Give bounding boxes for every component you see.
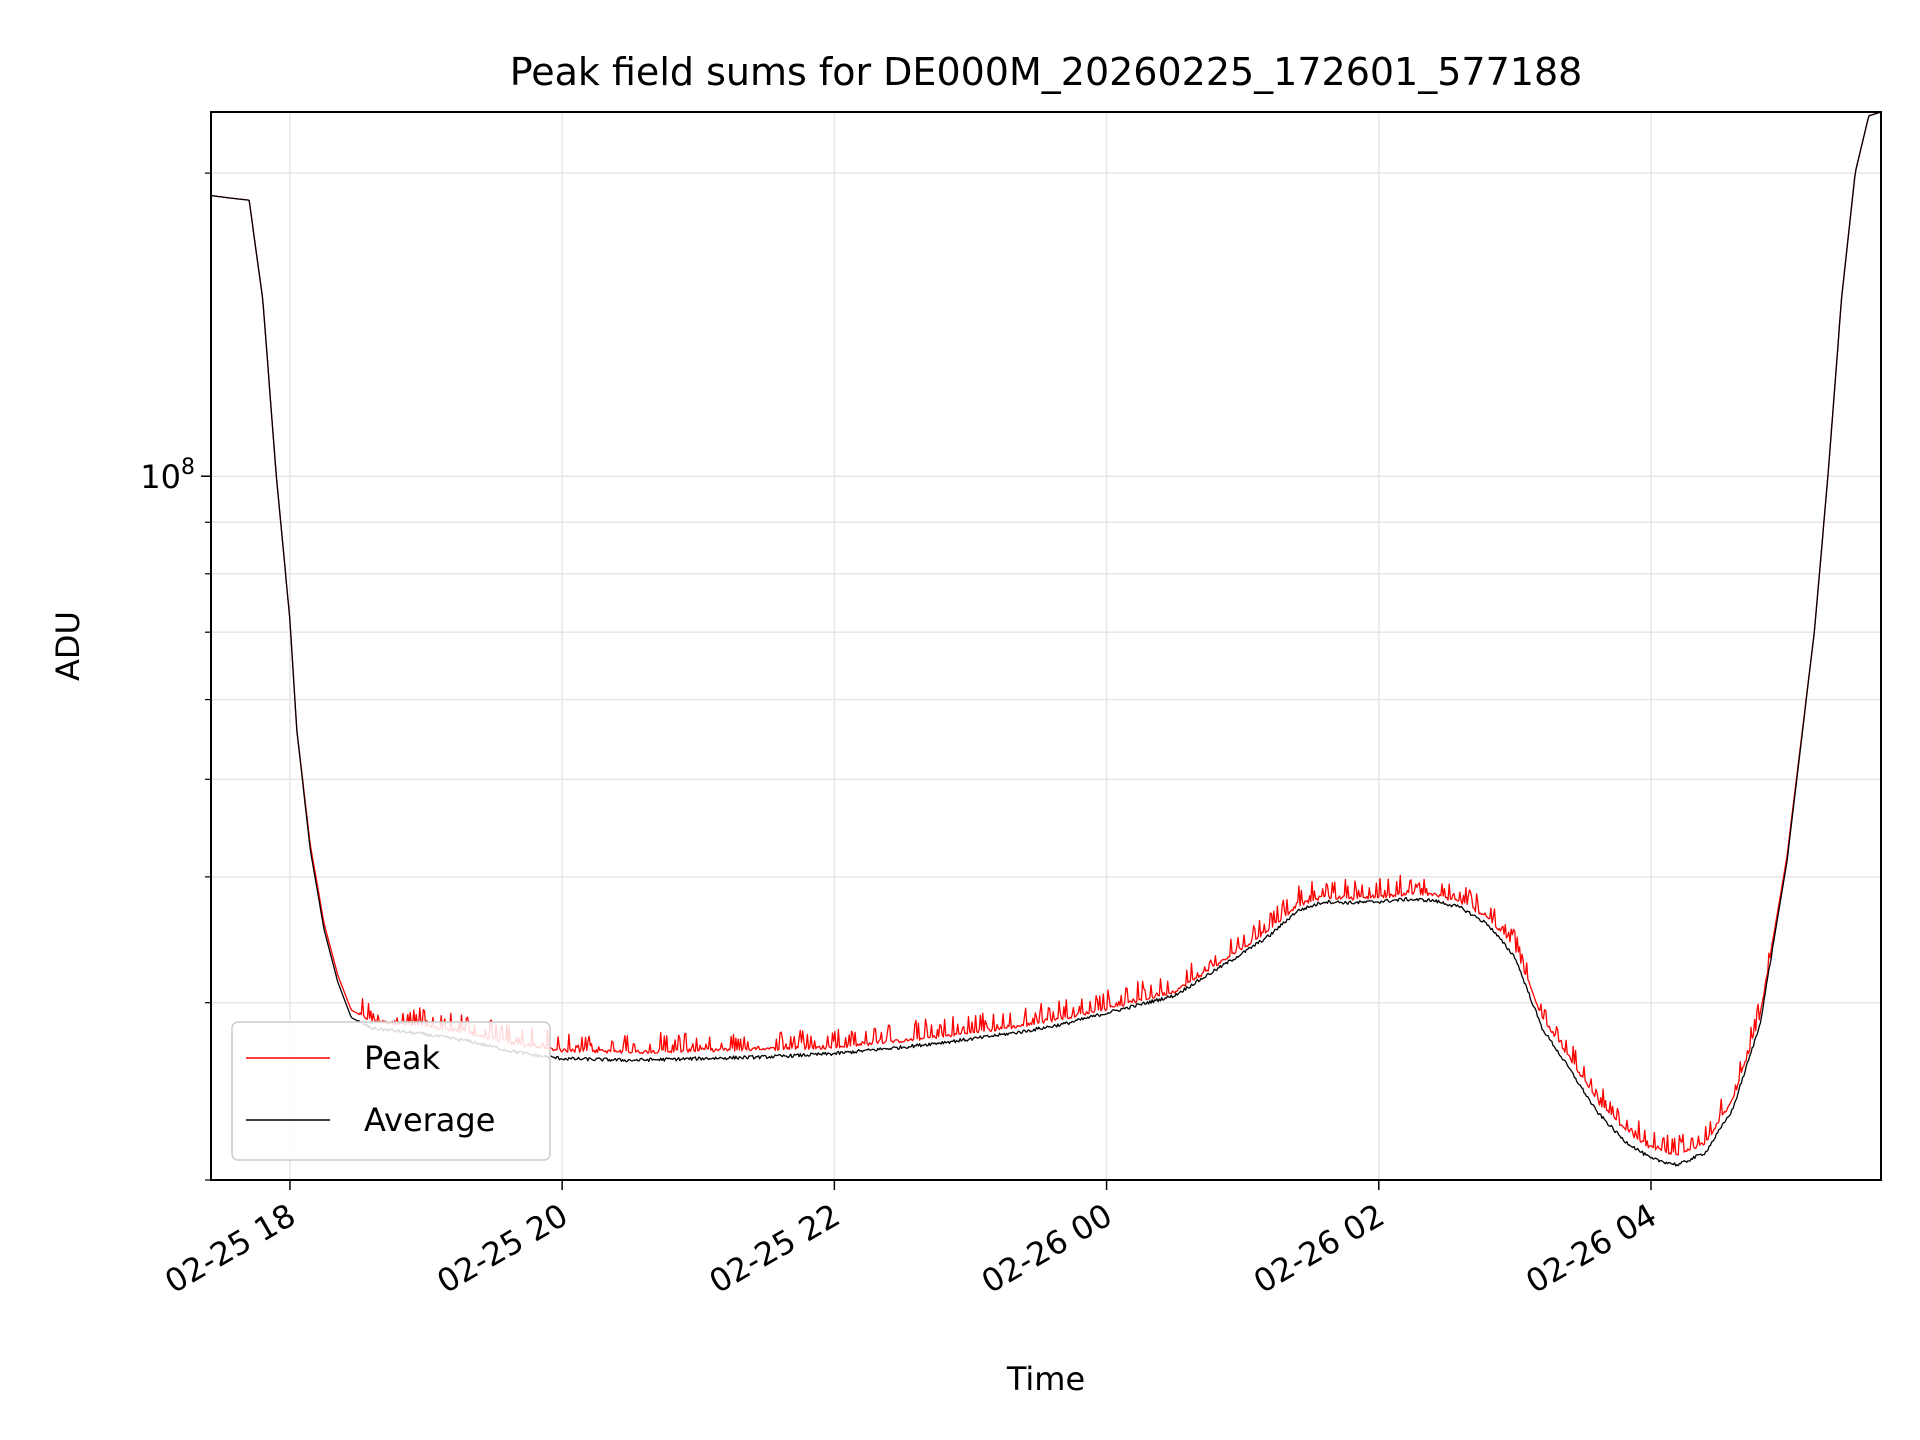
plot-frame [210,111,1882,1181]
grid [211,112,1881,1181]
legend-peak-label: Peak [364,1039,440,1077]
legend-box [231,1021,551,1161]
x-axis-label: Time [1006,1360,1085,1398]
y-tick-label: 108 [140,455,195,496]
legend-average-label: Average [364,1101,495,1139]
y-axis-label: ADU [49,611,87,681]
legend: Peak Average [231,1021,551,1161]
chart-title: Peak field sums for DE000M_20260225_1726… [510,50,1583,94]
